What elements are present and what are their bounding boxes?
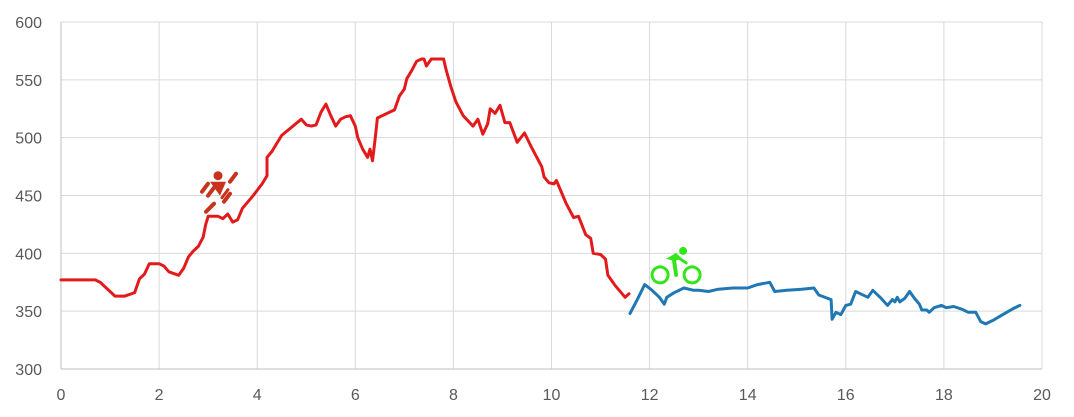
- y-tick-label: 400: [15, 246, 42, 263]
- x-tick-label: 8: [449, 387, 458, 404]
- runner-icon: [200, 171, 238, 214]
- icons-group: [200, 171, 702, 285]
- x-tick-label: 6: [351, 387, 360, 404]
- axes: [60, 22, 1042, 370]
- x-tick-label: 12: [641, 387, 659, 404]
- y-tick-label: 300: [15, 362, 42, 379]
- run-series-line: [59, 57, 631, 299]
- x-tick-label: 14: [739, 387, 757, 404]
- y-tick-label: 450: [15, 189, 42, 206]
- cyclist-icon: [650, 246, 702, 285]
- tick-labels: 300 350 400 450 500 550 600 0 2 4 6 8 10 12 14 16 18 20: [15, 15, 1051, 404]
- bike-series-line: [628, 280, 1022, 326]
- grid: [60, 21, 1043, 370]
- y-tick-label: 550: [15, 73, 42, 90]
- x-tick-label: 4: [253, 387, 262, 404]
- y-tick-label: 350: [15, 304, 42, 321]
- x-tick-label: 20: [1033, 387, 1051, 404]
- x-tick-label: 2: [155, 387, 164, 404]
- y-tick-label: 600: [15, 15, 42, 32]
- series-group: [59, 57, 1022, 326]
- x-tick-label: 0: [57, 387, 66, 404]
- x-tick-label: 16: [837, 387, 855, 404]
- x-tick-label: 18: [935, 387, 953, 404]
- x-tick-label: 10: [543, 387, 561, 404]
- y-tick-label: 500: [15, 131, 42, 148]
